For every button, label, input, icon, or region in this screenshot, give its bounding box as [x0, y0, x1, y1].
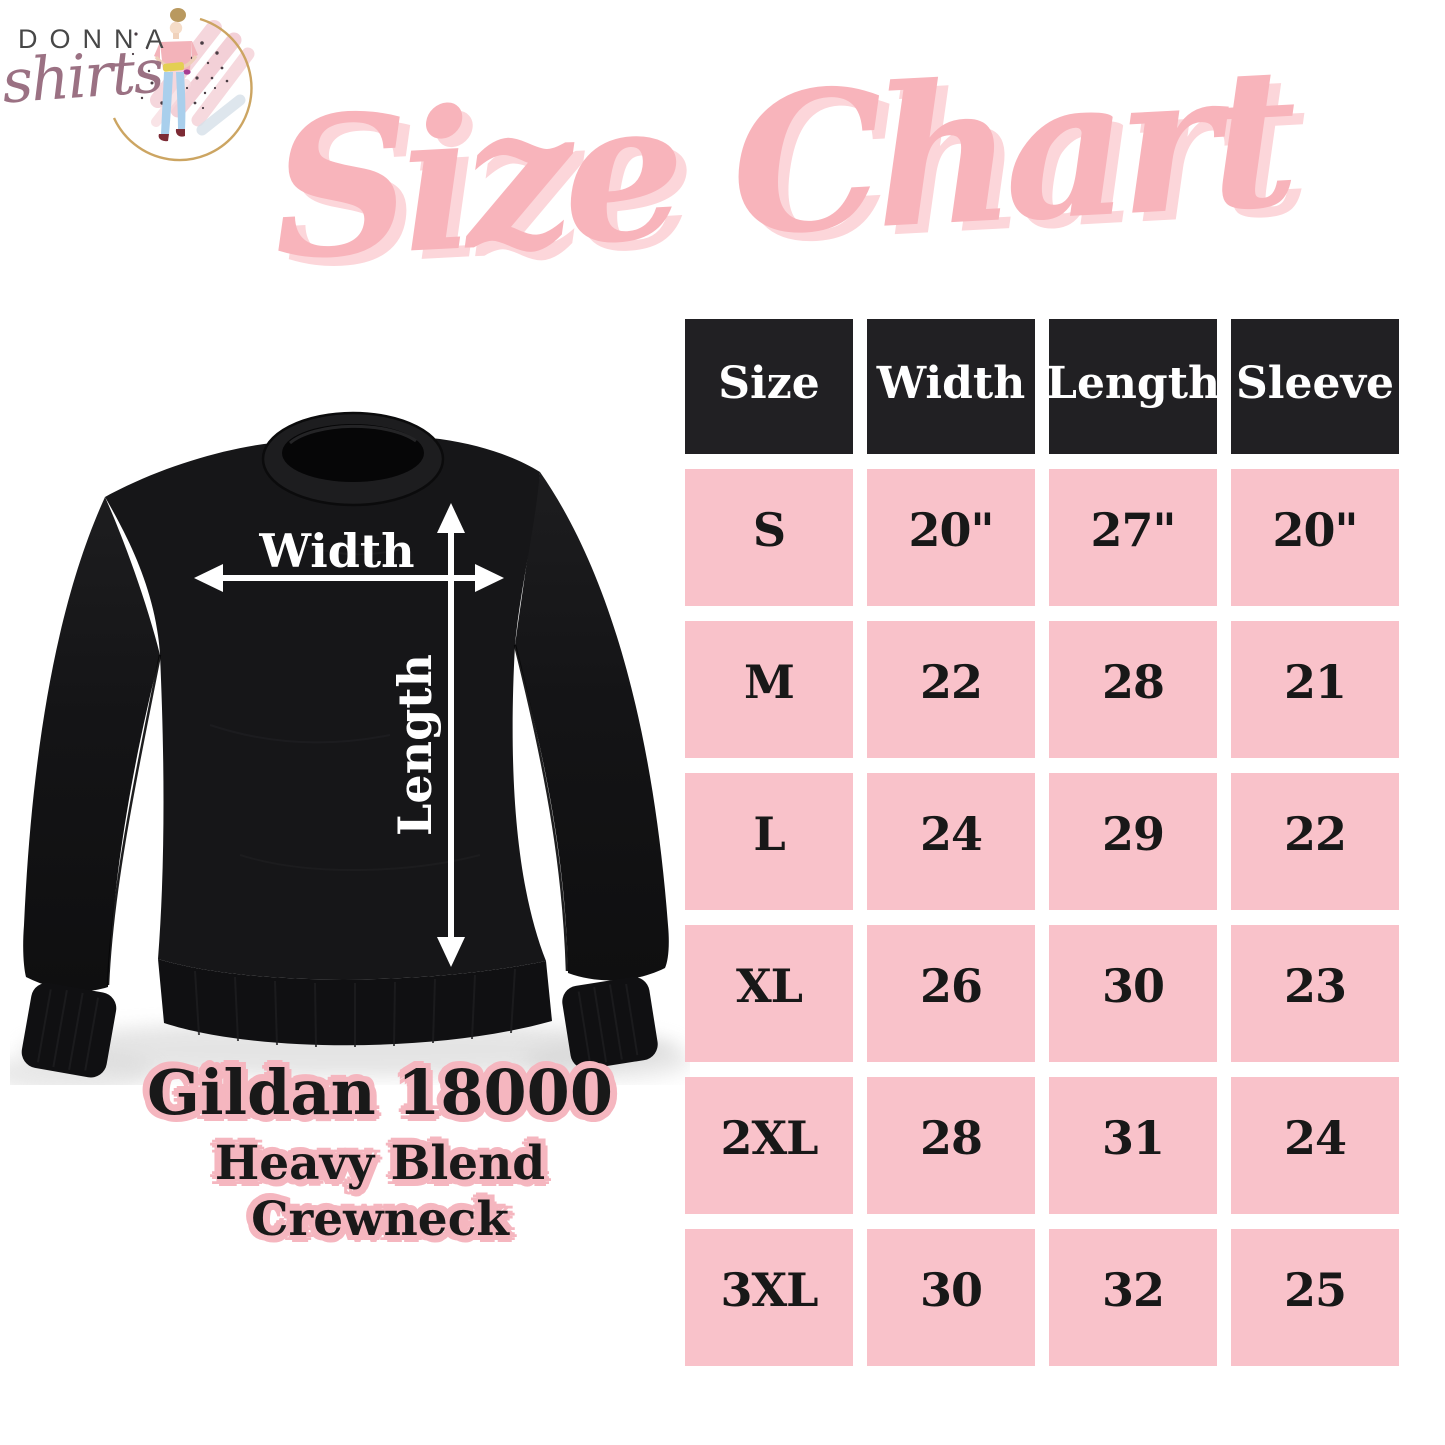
table-cell-length: 29: [1049, 773, 1217, 910]
table-cell-length: 30: [1049, 925, 1217, 1062]
table-cell-sleeve: 22: [1231, 773, 1399, 910]
width-arrow: [194, 564, 504, 592]
sweatshirt-hem: [158, 959, 552, 1048]
table-cell-length: 28: [1049, 621, 1217, 758]
sweatshirt-body: [105, 435, 546, 980]
sweatshirt-cuff-left: [21, 982, 117, 1078]
gold-circle-arc: [112, 17, 253, 162]
woman-illustration: [154, 8, 198, 142]
table-cell-length: 32: [1049, 1229, 1217, 1366]
table-cell-sleeve: 21: [1231, 621, 1399, 758]
brand-name: DONNA: [18, 24, 176, 54]
header-cell-sleeve: Sleeve: [1231, 319, 1399, 454]
header-cell-length: Length: [1046, 319, 1220, 454]
table-cell-size: 3XL: [685, 1229, 853, 1366]
table-cell-size: S: [685, 469, 853, 606]
table-cell-size: L: [685, 773, 853, 910]
table-cell-size: M: [685, 621, 853, 758]
table-cell-width: 26: [867, 925, 1035, 1062]
sweatshirt-cuff-right: [562, 976, 658, 1070]
table-cell-width: 22: [867, 621, 1035, 758]
header-cell-size: Size: [685, 319, 853, 454]
product-name: Gildan 18000: [147, 1056, 613, 1129]
size-table: Size Width Length Sleeve S 20" 27" 20" M…: [685, 319, 1399, 1366]
length-label: Length: [388, 654, 442, 836]
table-cell-width: 28: [867, 1077, 1035, 1214]
width-label: Width: [258, 524, 414, 578]
table-cell-sleeve: 24: [1231, 1077, 1399, 1214]
table-cell-sleeve: 23: [1231, 925, 1399, 1062]
table-cell-length: 31: [1049, 1077, 1217, 1214]
table-cell-sleeve: 25: [1231, 1229, 1399, 1366]
brand-name-script: shirts: [0, 36, 165, 118]
product-name-block: Gildan 18000 Heavy Blend Crewneck: [88, 1058, 672, 1248]
table-cell-sleeve: 20": [1231, 469, 1399, 606]
table-cell-width: 20": [867, 469, 1035, 606]
table-cell-size: XL: [685, 925, 853, 1062]
table-cell-width: 30: [867, 1229, 1035, 1366]
page-title: Size Chart: [265, 0, 1295, 330]
product-subtitle: Heavy Blend Crewneck: [214, 1136, 546, 1247]
length-arrow: [437, 503, 465, 967]
table-cell-width: 24: [867, 773, 1035, 910]
sweatshirt-illustration: Width Length: [0, 411, 693, 1093]
logo-illustration: [112, 8, 255, 162]
sweatshirt-collar: [261, 411, 445, 507]
table-cell-size: 2XL: [685, 1077, 853, 1214]
sweatshirt-sleeves: [23, 472, 669, 992]
table-cell-length: 27": [1049, 469, 1217, 606]
header-cell-width: Width: [867, 319, 1035, 454]
page-title-text: Size Chart: [266, 25, 1294, 304]
brand-logo: DONNA shirts: [0, 2, 266, 202]
sweatshirt-measurement-diagram: Width Length: [0, 385, 693, 1093]
